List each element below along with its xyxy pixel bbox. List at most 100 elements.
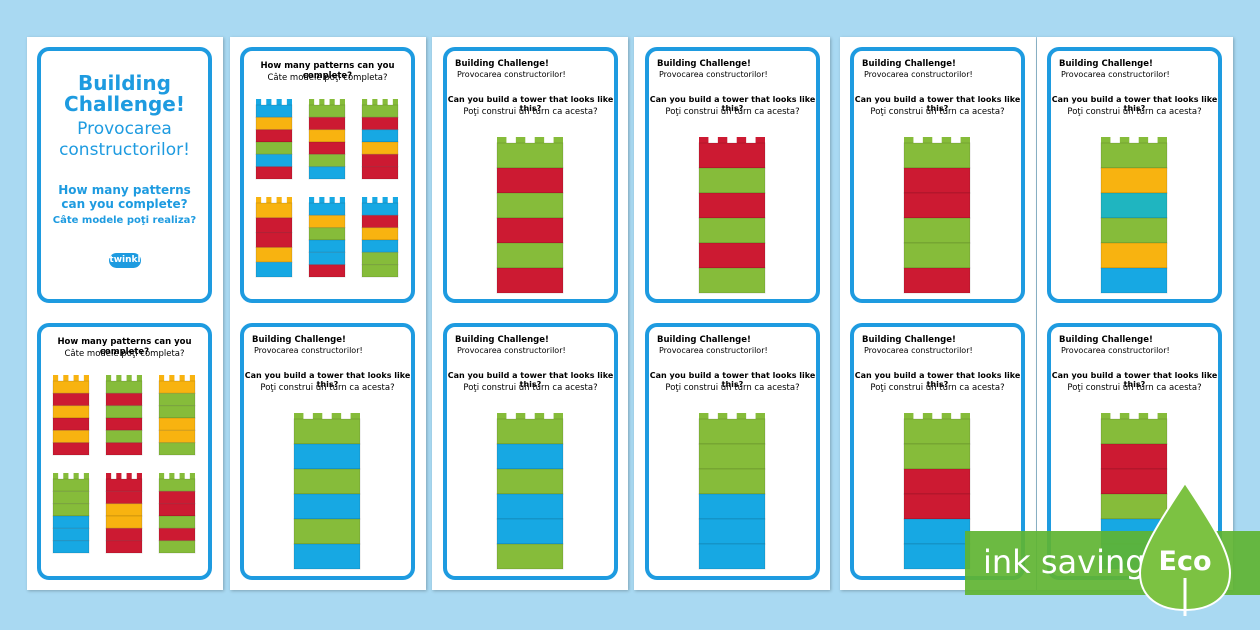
card-question-ro: Poţi construi un turn ca acesta? (260, 383, 395, 393)
stud (941, 137, 952, 144)
brick (1100, 192, 1168, 219)
stud (922, 413, 933, 420)
brick (308, 202, 346, 216)
card-title: Building Challenge! (455, 335, 549, 345)
brick (308, 129, 346, 143)
card-subtitle: Provocarea constructorilor! (254, 346, 363, 355)
brick (496, 217, 564, 244)
brick (903, 242, 971, 269)
stud (372, 99, 378, 106)
brick (105, 527, 143, 542)
brick (698, 518, 766, 545)
brick (903, 468, 971, 495)
stud (309, 197, 315, 204)
brick (361, 251, 399, 266)
stud (699, 137, 709, 144)
stud (169, 375, 175, 382)
stud (179, 375, 185, 382)
card-question: Can you build a tower that looks like th… (854, 371, 1021, 389)
brick (293, 468, 361, 495)
brick (105, 478, 143, 492)
card-question: Can you build a tower that looks like th… (244, 371, 411, 389)
card-subtitle: Provocarea constructorilor! (659, 70, 768, 79)
brick (158, 417, 196, 431)
brick (698, 217, 766, 244)
stud (922, 137, 933, 144)
brick (361, 202, 399, 216)
brick (1100, 167, 1168, 194)
card: Building Challenge! Provocarea constructo… (240, 323, 415, 580)
brick (1100, 217, 1168, 244)
brick (105, 405, 143, 419)
brick (52, 540, 90, 554)
brick (158, 392, 196, 407)
stud (73, 375, 79, 382)
stud (136, 375, 142, 382)
stud (63, 375, 69, 382)
stud (294, 413, 304, 420)
brick (361, 166, 399, 180)
tower (496, 137, 564, 294)
stud (534, 137, 545, 144)
brick (361, 153, 399, 168)
stud (941, 413, 952, 420)
brick (255, 166, 293, 180)
card-question-ro: Poţi construi un turn ca acesta? (1067, 107, 1202, 117)
card-question-ro: Poţi construi un turn ca acesta? (1067, 383, 1202, 393)
stud (755, 137, 765, 144)
stud (699, 413, 709, 420)
brick (293, 443, 361, 470)
brick (361, 141, 399, 155)
brick (308, 166, 346, 180)
card-title: Building Challenge! (657, 59, 751, 69)
brick (903, 267, 971, 294)
card-title: Building Challenge! (657, 335, 751, 345)
brick (1100, 493, 1168, 520)
brick (255, 104, 293, 118)
card-question: Can you build a tower that looks like th… (854, 95, 1021, 113)
stud (266, 197, 272, 204)
brick (158, 527, 196, 542)
brick (496, 493, 564, 520)
stud (106, 375, 112, 382)
eco-leaf: Eco (1138, 481, 1232, 616)
brick (158, 442, 196, 456)
brick (698, 267, 766, 294)
card: Building Challenge! Provocarea constructo… (645, 323, 820, 580)
brick (158, 478, 196, 492)
stud (1138, 413, 1149, 420)
stud (497, 137, 507, 144)
stud (53, 375, 59, 382)
stud (63, 473, 69, 480)
brick (158, 429, 196, 444)
stud (319, 99, 325, 106)
brick (903, 418, 971, 445)
brick (52, 380, 90, 394)
brick (255, 202, 293, 219)
brick (496, 543, 564, 570)
stud (362, 99, 368, 106)
stud (497, 413, 507, 420)
brick (308, 104, 346, 118)
brick (1100, 443, 1168, 470)
pattern-question: How many patterns can you complete? (260, 61, 395, 81)
stud (534, 413, 545, 420)
card-subtitle: Provocarea constructorilor! (659, 346, 768, 355)
stud (1157, 137, 1167, 144)
stud (159, 473, 165, 480)
brick (255, 246, 293, 263)
stud (116, 375, 122, 382)
stud (116, 473, 122, 480)
brick (308, 153, 346, 168)
brick (698, 242, 766, 269)
brick (698, 192, 766, 219)
card-question: Can you build a tower that looks like th… (447, 95, 614, 113)
card-question-ro: Poţi construi un turn ca acesta? (463, 383, 598, 393)
card-subtitle: Provocarea constructorilor! (864, 346, 973, 355)
brick (308, 251, 346, 266)
card-question-ro: Poţi construi un turn ca acesta? (665, 107, 800, 117)
tower (496, 413, 564, 570)
stud (329, 99, 335, 106)
stud (73, 473, 79, 480)
